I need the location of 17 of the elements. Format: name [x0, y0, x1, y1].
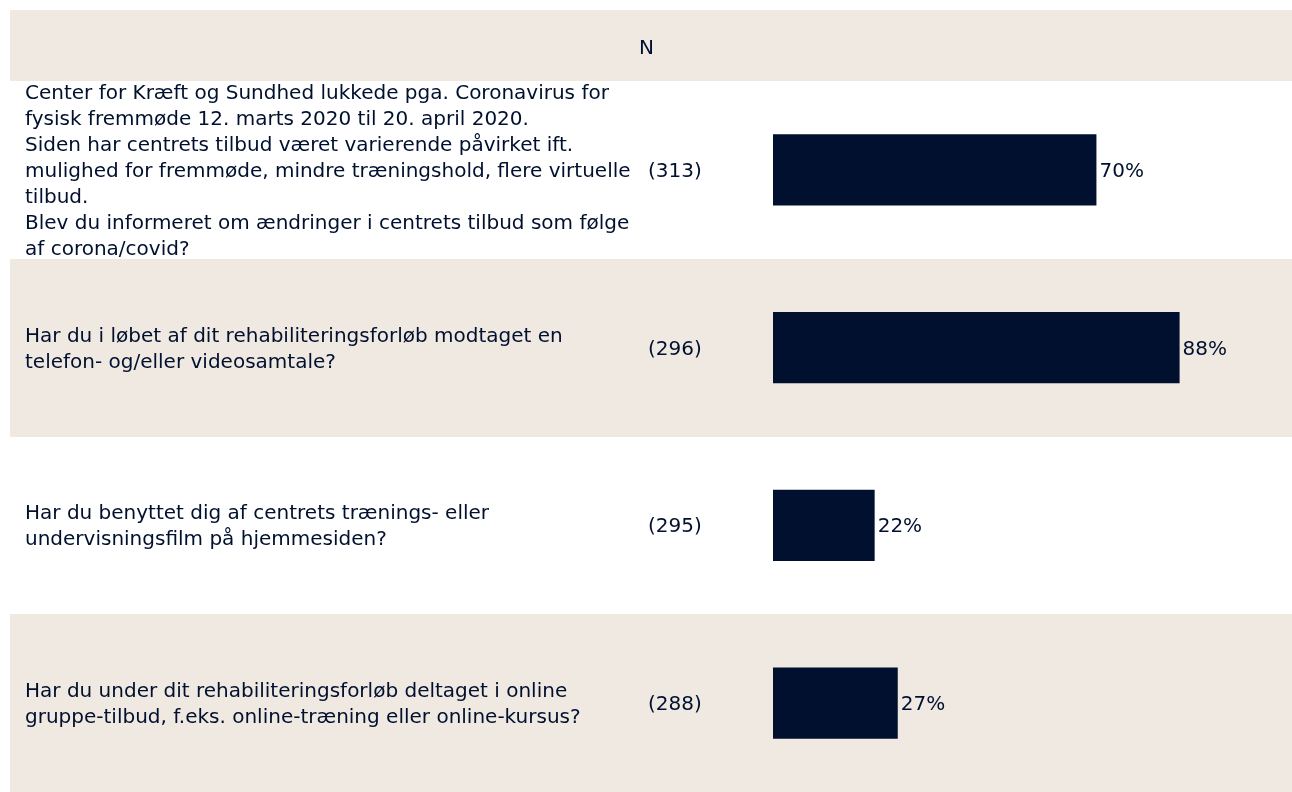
data-label: 22%: [877, 513, 923, 538]
y-tick-label: Center for Kræft og Sundhed lukkede pga. Coronavirus for fysisk fremmøde 12. marts 2020 til 20. april 2020. Siden har centrets tilbud været varierende påvirket ift. mulighed for fremmøde, mindre træningshold, flere virtuelle tilbud. Blev du informeret om ændringer i centrets tilbud som følge af corona/covid?: [25, 80, 631, 260]
bar: [773, 667, 898, 739]
text: (295): [648, 513, 702, 537]
bar: [773, 489, 875, 561]
bar: [773, 134, 1097, 206]
data-label: 88%: [1182, 335, 1228, 360]
text: (313): [648, 158, 702, 182]
text: (296): [648, 336, 702, 360]
data-label: 27%: [900, 691, 946, 716]
y-tick-label: Har du benyttet dig af centrets trænings- eller undervisningsfilm på hjemmesiden?: [25, 500, 490, 550]
y-tick-label: Har du under dit rehabiliteringsforløb deltaget i online gruppe-tilbud, f.eks. online-træning eller online-kursus?: [25, 678, 581, 728]
text: N: [639, 35, 654, 59]
data-label: 70%: [1099, 157, 1144, 182]
bar: [773, 312, 1180, 384]
y-tick-label: Har du i løbet af dit rehabiliteringsforløb modtaget en telefon- og/eller videosamtale?: [25, 323, 563, 373]
text: (288): [648, 691, 702, 715]
